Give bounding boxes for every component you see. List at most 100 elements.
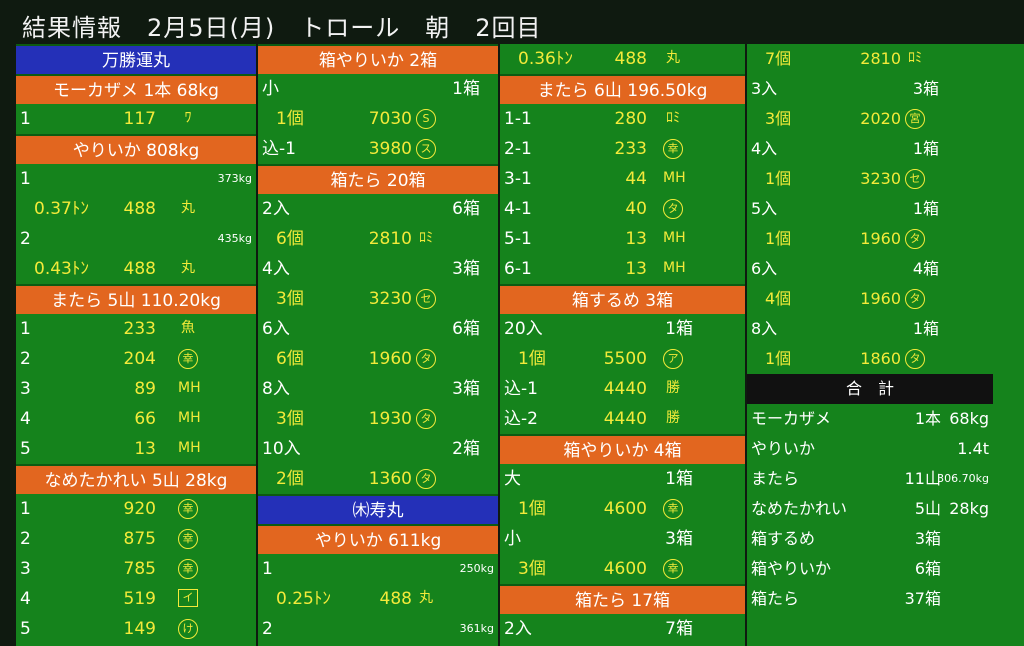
price-value: 5500 (603, 349, 647, 369)
total-weight: 306.70kg (937, 472, 989, 485)
species-label: なめたかれい (751, 499, 848, 518)
buyer-mark-icon: ア (663, 349, 683, 369)
lot-label: 1個 (518, 499, 546, 519)
price-value: 1960 (860, 289, 901, 308)
category-header: またら 6山 196.50kg (500, 74, 745, 104)
category-header: やりいか 611kg (258, 524, 498, 554)
price-value: 488 (123, 199, 156, 219)
result-row: 込-1 3980 ス (258, 134, 498, 164)
lot-label: 3 (20, 379, 31, 399)
total-weight: 68kg (949, 409, 989, 428)
lot-label: 7個 (765, 49, 792, 68)
result-row: 6個 2810 ﾛﾐ (258, 224, 498, 254)
price-value: 1960 (860, 229, 901, 248)
result-row: 1個 5500 ア (500, 344, 745, 374)
weight-value: 373kg (217, 172, 252, 185)
size-label: 2入 (504, 619, 532, 639)
lot-label: 3-1 (504, 169, 532, 189)
price-value: 233 (123, 319, 156, 339)
total-row: またら 11山 306.70kg (747, 464, 993, 494)
results-column-1: 万勝運丸 モーカザメ 1本 68kg 1 117 ﾜ やりいか 808kg 1 373kg 0.… (16, 44, 256, 646)
price-value: 4600 (603, 559, 647, 579)
result-row: 3-1 44 MH (500, 164, 745, 194)
species-label: モーカザメ (751, 409, 832, 428)
box-count: 6箱 (452, 199, 480, 219)
result-row: 1個 3230 セ (747, 164, 993, 194)
result-row: 6-1 13 MH (500, 254, 745, 284)
result-row: 4 66 MH (16, 404, 256, 434)
results-column-4: 7個 2810 ﾛﾐ 3入 3箱 3個 2020 宮 4入 1箱 1個 3230 セ 5入 1箱 1個 1960… (747, 44, 993, 646)
results-column-2: 箱やりいか 2箱小 1箱 1個 7030 S 込-1 3980 ス箱たら 20箱 2入 6箱 6個 2… (258, 44, 498, 646)
lot-row: 2 435kg (16, 224, 256, 254)
price-value: 488 (614, 49, 647, 69)
result-row: 3個 2020 宮 (747, 104, 993, 134)
total-count: 6箱 (914, 559, 941, 578)
result-row: 込-1 4440 勝 (500, 374, 745, 404)
price-value: 3230 (860, 169, 901, 188)
lot-label: 2 (20, 349, 31, 369)
lot-label: 1個 (765, 229, 792, 248)
species-label: またら (751, 469, 800, 488)
buyer-mark-icon: タ (416, 469, 436, 489)
box-count-row: 小 1箱 (258, 74, 498, 104)
lot-label: 6-1 (504, 259, 532, 279)
result-row: 0.25ﾄﾝ 488 丸 (258, 584, 498, 614)
box-count-row: 8入 3箱 (258, 374, 498, 404)
price-value: 4440 (603, 409, 647, 429)
size-label: 8入 (751, 319, 778, 338)
result-row: 2個 1360 タ (258, 464, 498, 494)
buyer-mark-icon: MH (178, 410, 201, 426)
box-count-row: 4入 3箱 (258, 254, 498, 284)
size-label: 3入 (751, 79, 778, 98)
weight-value: 250kg (459, 562, 494, 575)
totals-header: 合 計 (747, 374, 993, 404)
box-count: 1箱 (912, 319, 939, 338)
result-row: 込-2 4440 勝 (500, 404, 745, 434)
buyer-mark-icon: ﾛﾐ (666, 110, 680, 126)
result-row: 3 89 MH (16, 374, 256, 404)
lot-label: 3個 (276, 409, 304, 429)
category-header: 箱やりいか 4箱 (500, 434, 745, 464)
buyer-mark-icon: 幸 (663, 499, 683, 519)
result-row: 1 117 ﾜ (16, 104, 256, 134)
result-row: 1個 1860 タ (747, 344, 993, 374)
size-label: 20入 (504, 319, 543, 339)
buyer-mark-icon: 幸 (663, 139, 683, 159)
lot-label: 2 (20, 529, 31, 549)
box-count: 7箱 (665, 619, 693, 639)
buyer-mark-icon: MH (663, 230, 686, 246)
buyer-mark-icon: ﾜ (184, 110, 192, 126)
lot-label: 3 (20, 559, 31, 579)
species-label: 箱するめ (751, 529, 816, 548)
lot-row: 1 250kg (258, 554, 498, 584)
lot-row: 1 373kg (16, 164, 256, 194)
result-row: 1個 4600 幸 (500, 494, 745, 524)
buyer-mark-icon: 丸 (181, 260, 195, 276)
lot-label: 3個 (765, 109, 792, 128)
category-header: なめたかれい 5山 28kg (16, 464, 256, 494)
price-value: 1930 (368, 409, 412, 429)
box-count-row: 6入 6箱 (258, 314, 498, 344)
buyer-mark-icon: セ (416, 289, 436, 309)
price-value: 1360 (368, 469, 412, 489)
price-value: 4440 (603, 379, 647, 399)
price-value: 3230 (368, 289, 412, 309)
price-value: 233 (614, 139, 647, 159)
result-row: 2 204 幸 (16, 344, 256, 374)
weight-value: 361kg (459, 622, 494, 635)
lot-label: 込-1 (262, 139, 296, 159)
lot-label: 0.37ﾄﾝ (34, 199, 89, 219)
box-count-row: 大 1箱 (500, 464, 745, 494)
box-count-row: 10入 2箱 (258, 434, 498, 464)
price-value: 488 (123, 259, 156, 279)
lot-label: 1個 (518, 349, 546, 369)
price-value: 1860 (860, 349, 901, 368)
buyer-mark-icon: 魚 (181, 320, 195, 336)
box-count: 3箱 (452, 259, 480, 279)
lot-label: 1 (20, 319, 31, 339)
buyer-mark-icon: タ (905, 349, 925, 369)
price-value: 488 (379, 589, 412, 609)
lot-label: 0.25ﾄﾝ (276, 589, 331, 609)
buyer-mark-icon: タ (663, 199, 683, 219)
lot-label: 5-1 (504, 229, 532, 249)
